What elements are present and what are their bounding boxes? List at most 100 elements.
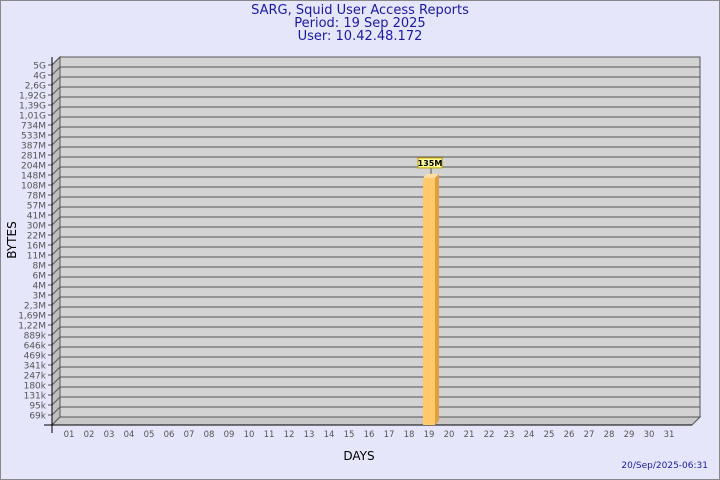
- bar-side: [435, 173, 439, 425]
- gridline-slant: [51, 366, 61, 376]
- x-axis-title: DAYS: [343, 449, 374, 463]
- gridline-slant: [51, 336, 61, 346]
- gridline-slant: [51, 146, 61, 156]
- y-tick-label: 148M: [21, 172, 46, 182]
- gridline-slant: [51, 86, 61, 96]
- gridline-slant: [51, 236, 61, 246]
- gridline-slant: [51, 106, 61, 116]
- chart-user: User: 10.42.48.172: [297, 29, 423, 44]
- x-tick-label: 03: [104, 430, 115, 440]
- x-tick-label: 28: [604, 430, 615, 440]
- bar-day-19: [423, 177, 435, 425]
- gridline-slant: [51, 246, 61, 256]
- gridline-slant: [51, 116, 61, 126]
- x-tick-label: 11: [264, 430, 275, 440]
- x-tick-label: 13: [304, 430, 315, 440]
- gridline-slant: [51, 76, 61, 86]
- gridline-slant: [51, 386, 61, 396]
- x-tick-label: 09: [224, 430, 235, 440]
- x-tick-label: 05: [144, 430, 155, 440]
- y-tick-label: 41M: [27, 212, 46, 222]
- gridline-slant: [51, 396, 61, 406]
- x-tick-label: 29: [624, 430, 635, 440]
- data-label-box: [417, 157, 443, 169]
- y-tick-label: 1,92G: [19, 92, 46, 102]
- y-tick-label: 6M: [33, 272, 47, 282]
- x-tick-label: 26: [564, 430, 575, 440]
- y-tick-label: 11M: [27, 252, 46, 262]
- y-tick-label: 131k: [24, 392, 47, 402]
- y-tick-label: 95k: [29, 402, 46, 412]
- x-tick-label: 25: [544, 430, 555, 440]
- gridline-slant: [51, 156, 61, 166]
- data-label: 135M: [418, 159, 443, 168]
- gridline-slant: [51, 286, 61, 296]
- gridline-slant: [51, 276, 61, 286]
- gridline-slant: [51, 346, 61, 356]
- x-tick-label: 20: [444, 430, 455, 440]
- x-tick-label: 27: [584, 430, 595, 440]
- y-tick-label: 4G: [33, 72, 46, 82]
- y-tick-label: 8M: [33, 262, 47, 272]
- y-tick-label: 69k: [29, 412, 46, 422]
- y-tick-label: 3M: [33, 292, 47, 302]
- gridline-slant: [51, 296, 61, 306]
- y-tick-label: 469k: [24, 352, 47, 362]
- y-tick-label: 387M: [21, 142, 46, 152]
- x-tick-label: 30: [644, 430, 655, 440]
- gridline-slant: [51, 326, 61, 336]
- x-tick-label: 12: [284, 430, 295, 440]
- gridline-slant: [51, 306, 61, 316]
- x-tick-label: 19: [424, 430, 435, 440]
- x-tick-label: 10: [244, 430, 255, 440]
- y-axis-title: BYTES: [5, 221, 19, 258]
- x-tick-label: 31: [664, 430, 675, 440]
- y-tick-label: 1,01G: [19, 112, 46, 122]
- y-tick-label: 204M: [21, 162, 46, 172]
- y-tick-label: 1,69M: [18, 312, 46, 322]
- gridline-slant: [51, 136, 61, 146]
- gridline-slant: [51, 56, 61, 66]
- gridline-slant: [51, 356, 61, 366]
- y-tick-label: 1,22M: [18, 322, 46, 332]
- gridline-slant: [51, 376, 61, 386]
- gridline-slant: [51, 196, 61, 206]
- y-tick-label: 57M: [27, 202, 46, 212]
- y-tick-label: 16M: [27, 242, 46, 252]
- gridline-slant: [51, 186, 61, 196]
- y-tick-label: 281M: [21, 152, 46, 162]
- x-tick-label: 16: [364, 430, 375, 440]
- y-tick-label: 5G: [33, 62, 46, 72]
- x-tick-label: 22: [484, 430, 495, 440]
- y-tick-label: 646k: [24, 342, 47, 352]
- chart-title: SARG, Squid User Access Reports: [251, 3, 469, 18]
- x-tick-label: 06: [164, 430, 175, 440]
- gridline-slant: [51, 96, 61, 106]
- bar-top: [423, 173, 439, 178]
- gridline-slant: [51, 176, 61, 186]
- y-tick-label: 78M: [27, 192, 46, 202]
- gridline-slant: [51, 256, 61, 266]
- y-tick-label: 341k: [24, 362, 47, 372]
- x-tick-label: 17: [384, 430, 395, 440]
- x-tick-label: 04: [124, 430, 135, 440]
- gridline-slant: [51, 66, 61, 76]
- y-tick-label: 889k: [24, 332, 47, 342]
- gridline-slant: [51, 206, 61, 216]
- x-tick-label: 08: [204, 430, 215, 440]
- x-tick-label: 24: [524, 430, 535, 440]
- y-tick-label: 22M: [27, 232, 46, 242]
- gridline-slant: [51, 316, 61, 326]
- floor: [50, 416, 702, 426]
- timestamp: 20/Sep/2025-06:31: [621, 461, 708, 471]
- x-tick-label: 07: [184, 430, 195, 440]
- y-tick-label: 108M: [21, 182, 46, 192]
- x-tick-label: 15: [344, 430, 355, 440]
- gridline-slant: [51, 266, 61, 276]
- y-tick-label: 2,6G: [25, 82, 46, 92]
- y-tick-label: 30M: [27, 222, 46, 232]
- y-tick-label: 180k: [24, 382, 47, 392]
- y-tick-label: 2,3M: [24, 302, 46, 312]
- x-tick-label: 14: [324, 430, 335, 440]
